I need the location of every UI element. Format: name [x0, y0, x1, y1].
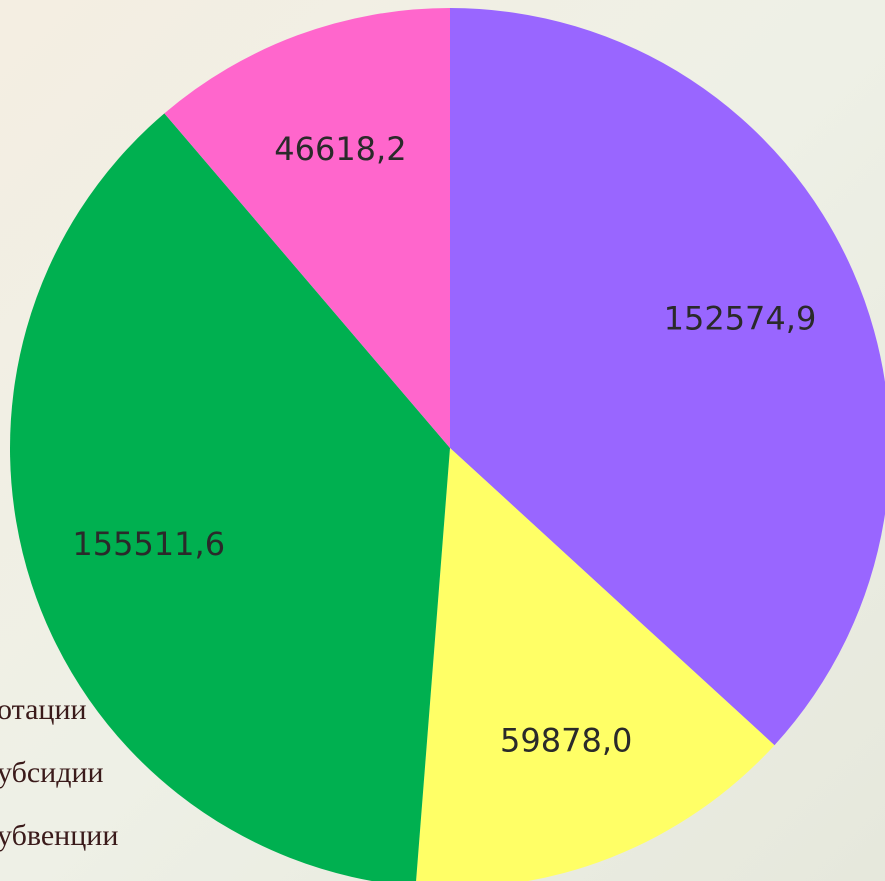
pie-slice	[450, 8, 885, 746]
value-label: 152574,9	[664, 299, 817, 337]
value-label: 155511,6	[72, 525, 225, 563]
pie-slice	[164, 8, 450, 448]
legend-label: убсидии	[0, 756, 104, 789]
value-label: 59878,0	[500, 722, 632, 760]
legend-label: убвенции	[0, 819, 118, 852]
value-label: 46618,2	[274, 130, 406, 168]
pie-slice	[10, 113, 450, 881]
legend-label: отации	[0, 693, 87, 726]
pie-slice	[416, 448, 775, 881]
